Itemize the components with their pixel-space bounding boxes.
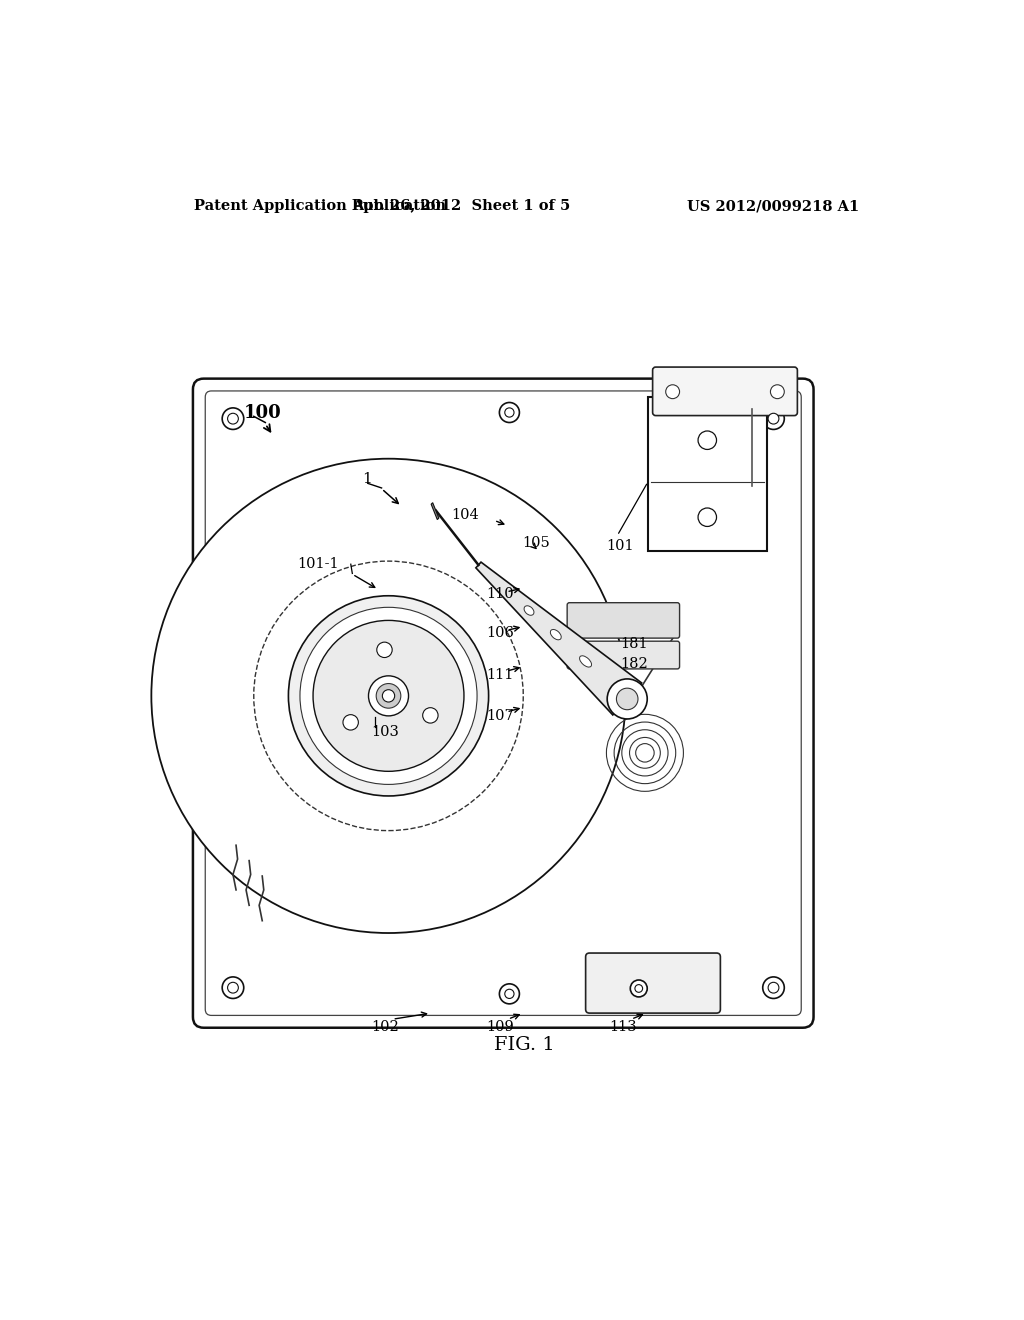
FancyBboxPatch shape [567, 642, 680, 669]
Circle shape [382, 690, 394, 702]
Circle shape [343, 714, 358, 730]
Circle shape [369, 676, 409, 715]
Text: 110: 110 [486, 587, 514, 601]
Text: 113: 113 [609, 1020, 637, 1034]
Circle shape [377, 642, 392, 657]
Circle shape [500, 983, 519, 1003]
Ellipse shape [550, 630, 561, 640]
Circle shape [631, 979, 647, 997]
Ellipse shape [580, 656, 592, 667]
FancyBboxPatch shape [652, 367, 798, 416]
Text: 109: 109 [486, 1020, 514, 1034]
Circle shape [222, 977, 244, 998]
Text: 181: 181 [621, 636, 648, 651]
Text: 106: 106 [486, 626, 514, 640]
Circle shape [698, 508, 717, 527]
Bar [648, 397, 767, 552]
Text: 182: 182 [621, 657, 648, 672]
Circle shape [666, 385, 680, 399]
Text: 101-1: 101-1 [298, 557, 339, 572]
Circle shape [227, 413, 239, 424]
FancyBboxPatch shape [567, 603, 680, 638]
Polygon shape [476, 562, 642, 715]
Circle shape [505, 408, 514, 417]
Circle shape [768, 413, 779, 424]
Circle shape [152, 459, 626, 933]
Text: Apr. 26, 2012  Sheet 1 of 5: Apr. 26, 2012 Sheet 1 of 5 [352, 199, 570, 213]
Circle shape [635, 985, 643, 993]
Text: 102: 102 [371, 1020, 398, 1034]
Text: 101: 101 [606, 539, 634, 553]
Text: 105: 105 [522, 536, 550, 550]
Circle shape [616, 688, 638, 710]
Circle shape [289, 595, 488, 796]
Circle shape [505, 989, 514, 998]
Text: 107: 107 [486, 709, 514, 723]
Text: 111: 111 [486, 668, 514, 682]
Text: 1: 1 [362, 473, 372, 487]
Text: 100: 100 [244, 404, 282, 421]
Circle shape [227, 982, 239, 993]
Circle shape [698, 430, 717, 449]
Circle shape [500, 403, 519, 422]
Text: Patent Application Publication: Patent Application Publication [194, 199, 445, 213]
FancyBboxPatch shape [586, 953, 720, 1014]
Circle shape [300, 607, 477, 784]
Circle shape [770, 385, 784, 399]
Circle shape [763, 408, 784, 429]
Text: US 2012/0099218 A1: US 2012/0099218 A1 [687, 199, 859, 213]
Text: 103: 103 [371, 725, 398, 739]
Circle shape [423, 708, 438, 723]
Circle shape [768, 982, 779, 993]
Text: 104: 104 [452, 508, 479, 521]
Polygon shape [431, 503, 439, 520]
Circle shape [376, 684, 400, 709]
Circle shape [313, 620, 464, 771]
Circle shape [607, 678, 647, 719]
FancyBboxPatch shape [193, 379, 813, 1028]
Circle shape [222, 408, 244, 429]
Text: FIG. 1: FIG. 1 [495, 1036, 555, 1055]
Circle shape [763, 977, 784, 998]
Ellipse shape [524, 606, 534, 615]
